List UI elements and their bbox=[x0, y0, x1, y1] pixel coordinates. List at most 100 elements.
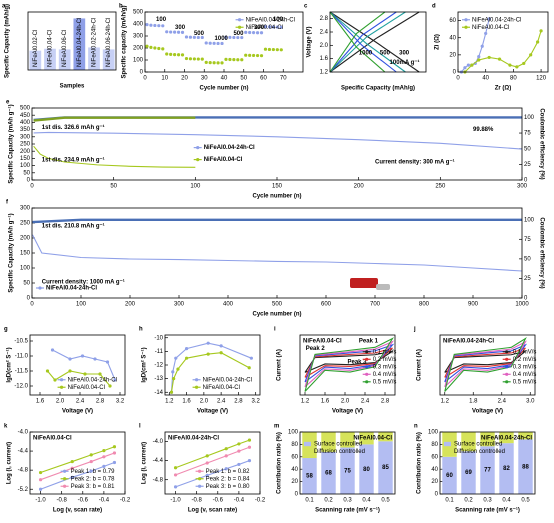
x-tick-label: 60 bbox=[260, 76, 267, 82]
point bbox=[216, 61, 220, 65]
y-axis-label: lgD(cm² S⁻¹) bbox=[141, 347, 148, 382]
annotation: 300 bbox=[399, 50, 410, 56]
series-line bbox=[464, 30, 542, 73]
legend-marker bbox=[59, 385, 64, 389]
category-label: NiFeAl0.06-24h-Cl bbox=[106, 18, 112, 67]
point bbox=[173, 466, 178, 470]
x-tick-label: 150 bbox=[272, 184, 283, 190]
point bbox=[176, 30, 181, 34]
point bbox=[200, 57, 204, 61]
point bbox=[497, 57, 502, 61]
y-tick-label: 50 bbox=[23, 281, 30, 287]
legend-label: 0.5 mV/s bbox=[373, 379, 397, 385]
point bbox=[232, 35, 236, 40]
x-tick-label: 0.2 bbox=[464, 498, 473, 504]
point bbox=[200, 35, 204, 40]
y-axis-label: Log (i, current) bbox=[7, 442, 13, 484]
y2-tick-label: 75 bbox=[524, 131, 531, 137]
point bbox=[153, 46, 157, 50]
panel-title: NiFeAl0.04-Cl bbox=[353, 436, 392, 442]
y-tick-label: 100 bbox=[20, 163, 31, 169]
x-tick-label: -0.2 bbox=[120, 498, 131, 504]
panel-letter: d bbox=[432, 4, 436, 10]
x-tick-label: -0.6 bbox=[213, 498, 224, 504]
y-tick-label: 2.8 bbox=[320, 16, 329, 22]
x-tick-label: 2.0 bbox=[341, 399, 350, 405]
point bbox=[237, 442, 241, 446]
point bbox=[247, 438, 252, 442]
x-axis-label: Log (v, scan rate) bbox=[188, 508, 237, 514]
x-tick-label: -0.4 bbox=[234, 498, 245, 504]
legend-marker bbox=[198, 484, 202, 488]
series-line bbox=[33, 116, 196, 122]
point bbox=[487, 55, 491, 60]
legend-label: 0.2 mV/s bbox=[513, 357, 537, 363]
x-tick-label: 200 bbox=[125, 302, 136, 308]
point bbox=[244, 30, 248, 34]
series-line bbox=[32, 218, 522, 224]
series-line bbox=[32, 234, 523, 272]
point bbox=[206, 341, 210, 345]
legend-marker bbox=[505, 372, 509, 376]
x-tick-label: 2.8 bbox=[381, 399, 390, 405]
y-axis-label: Contribution ratio (%) bbox=[277, 432, 283, 494]
series-line bbox=[304, 347, 393, 378]
plot-frame bbox=[164, 334, 261, 396]
y-tick-label: -12 bbox=[154, 363, 163, 369]
x-tick-label: 0 bbox=[30, 184, 34, 190]
y-tick-label: 100 bbox=[428, 430, 439, 436]
legend-marker bbox=[196, 158, 200, 162]
point bbox=[470, 63, 474, 67]
legend-marker bbox=[505, 365, 509, 369]
bar-segment bbox=[518, 432, 533, 440]
y-tick-label: 0 bbox=[435, 492, 439, 498]
point bbox=[169, 30, 173, 34]
point bbox=[487, 17, 491, 21]
y2-tick-label: 25 bbox=[524, 276, 531, 282]
series-line bbox=[444, 343, 528, 383]
annotation: 100 bbox=[156, 17, 167, 23]
x-tick-label: 2.0 bbox=[56, 399, 65, 405]
led-photo-base bbox=[376, 284, 390, 290]
legend-label: NiFeAl0.04-24h-Cl bbox=[46, 286, 97, 292]
bar bbox=[58, 49, 71, 70]
y-axis-label: Specific Capacity (mAh/g) bbox=[5, 4, 11, 78]
point bbox=[192, 35, 196, 39]
point bbox=[102, 464, 106, 468]
x-tick-label: 1.6 bbox=[36, 399, 45, 405]
legend-marker bbox=[237, 18, 242, 22]
y-tick-label: 1.2 bbox=[320, 70, 329, 76]
point bbox=[80, 354, 85, 358]
category-label: NiFeAl0.04-Cl bbox=[48, 30, 54, 67]
y-tick-label: 2.0 bbox=[320, 43, 329, 49]
plot-frame bbox=[164, 431, 261, 495]
x-tick-label: 300 bbox=[517, 184, 528, 190]
point bbox=[98, 372, 102, 376]
bar-segment bbox=[340, 447, 355, 494]
point bbox=[228, 35, 232, 39]
point bbox=[259, 54, 264, 58]
point bbox=[184, 356, 189, 360]
point bbox=[529, 53, 533, 57]
series-line bbox=[304, 337, 394, 392]
point bbox=[539, 29, 543, 33]
y-axis-label: Specific Capacity (mAh g⁻¹) bbox=[8, 213, 15, 292]
point bbox=[224, 454, 228, 458]
legend-label: NiFeAl0.04-Cl bbox=[68, 385, 105, 391]
point bbox=[184, 347, 189, 351]
x-axis-label: Specific Capacity (mAh/g) bbox=[341, 86, 415, 92]
x-axis-label: Voltage (V) bbox=[332, 409, 363, 415]
legend-marker bbox=[38, 286, 42, 290]
y-axis-label: Current (A) bbox=[417, 349, 423, 381]
point bbox=[271, 25, 275, 29]
legend-marker bbox=[365, 365, 369, 369]
point bbox=[263, 47, 268, 51]
x-tick-label: -0.6 bbox=[78, 498, 89, 504]
panel-letter: h bbox=[139, 327, 143, 333]
legend-marker bbox=[464, 25, 468, 29]
point bbox=[232, 58, 236, 62]
point bbox=[224, 467, 228, 471]
plot-frame bbox=[29, 431, 126, 495]
series-line bbox=[329, 11, 406, 73]
point bbox=[188, 57, 193, 61]
